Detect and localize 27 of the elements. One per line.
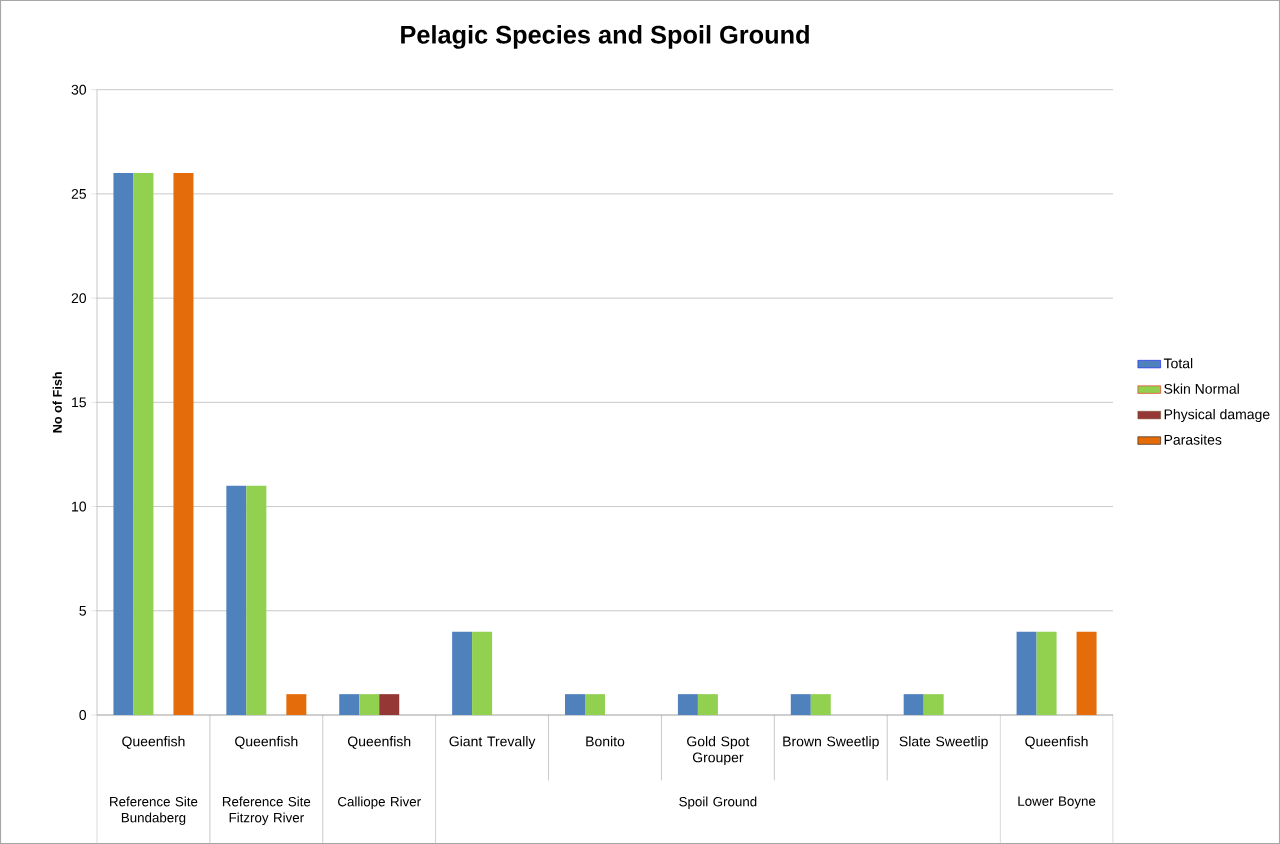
text: Lower Boyne xyxy=(1018,796,1096,809)
x-tick-label: Queenfish xyxy=(347,736,411,749)
x-tick-label: Queenfish xyxy=(1025,736,1088,749)
legend-label: Skin Normal xyxy=(1164,383,1239,394)
x-tick-label: Giant Trevally xyxy=(449,736,536,750)
text: Reference Site Fitzroy River xyxy=(222,796,311,826)
legend-label: Total xyxy=(1163,358,1193,369)
text: Spoil Ground xyxy=(679,796,757,810)
legend-label: Physical damage xyxy=(1164,409,1270,423)
x-tick-label: Brown Sweetlip xyxy=(783,736,879,750)
x-tick-label: Slate Sweetlip xyxy=(899,736,988,750)
x-tick-label: Queenfish xyxy=(235,736,298,749)
x-tick-label: Gold Spot Grouper xyxy=(687,736,750,766)
legend-label: Parasites xyxy=(1164,434,1222,445)
y-tick-label: 0 xyxy=(79,710,87,720)
x-tick-label: Queenfish xyxy=(122,736,185,749)
y-tick-label: 10 xyxy=(72,501,87,512)
chart-title: Pelagic Species and Spoil Ground xyxy=(401,25,809,49)
y-tick-label: 25 xyxy=(71,188,87,199)
y-tick-label: 20 xyxy=(71,293,87,304)
y-tick-label: 5 xyxy=(79,605,87,616)
x-tick-label: Bonito xyxy=(586,736,625,747)
y-tick-label: 30 xyxy=(71,84,87,95)
y-axis-title: No of Fish xyxy=(52,372,62,433)
y-tick-label: 15 xyxy=(72,397,87,408)
text: Calliope River xyxy=(338,796,421,810)
text: Reference Site Bundaberg xyxy=(110,796,198,826)
